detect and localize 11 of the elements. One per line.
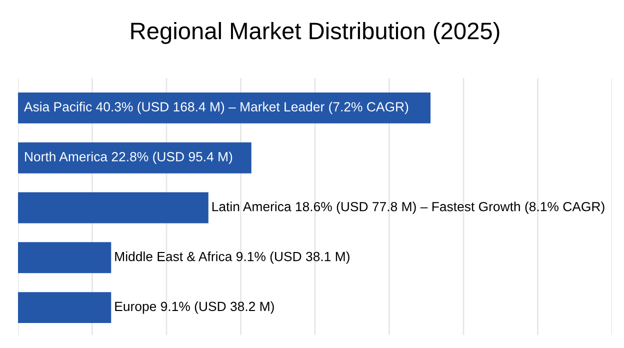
chart-title: Regional Market Distribution (2025): [131, 22, 500, 44]
data-label: Asia Pacific 40.3% (USD 168.4 M) – Market Leader (7.2% CAGR): [24, 102, 408, 114]
bar: [18, 192, 208, 224]
data-label: Latin America 18.6% (USD 77.8 M) – Fastest Growth (8.1% CAGR): [212, 202, 604, 214]
data-label: North America 22.8% (USD 95.4 M): [25, 152, 232, 164]
bar: [18, 92, 430, 124]
bar: [18, 292, 112, 324]
bar: [18, 242, 112, 274]
bar: [18, 142, 252, 174]
data-label: Europe 9.1% (USD 38.2 M): [115, 301, 274, 314]
data-label: Middle East & Africa 9.1% (USD 38.1 M): [115, 252, 350, 264]
